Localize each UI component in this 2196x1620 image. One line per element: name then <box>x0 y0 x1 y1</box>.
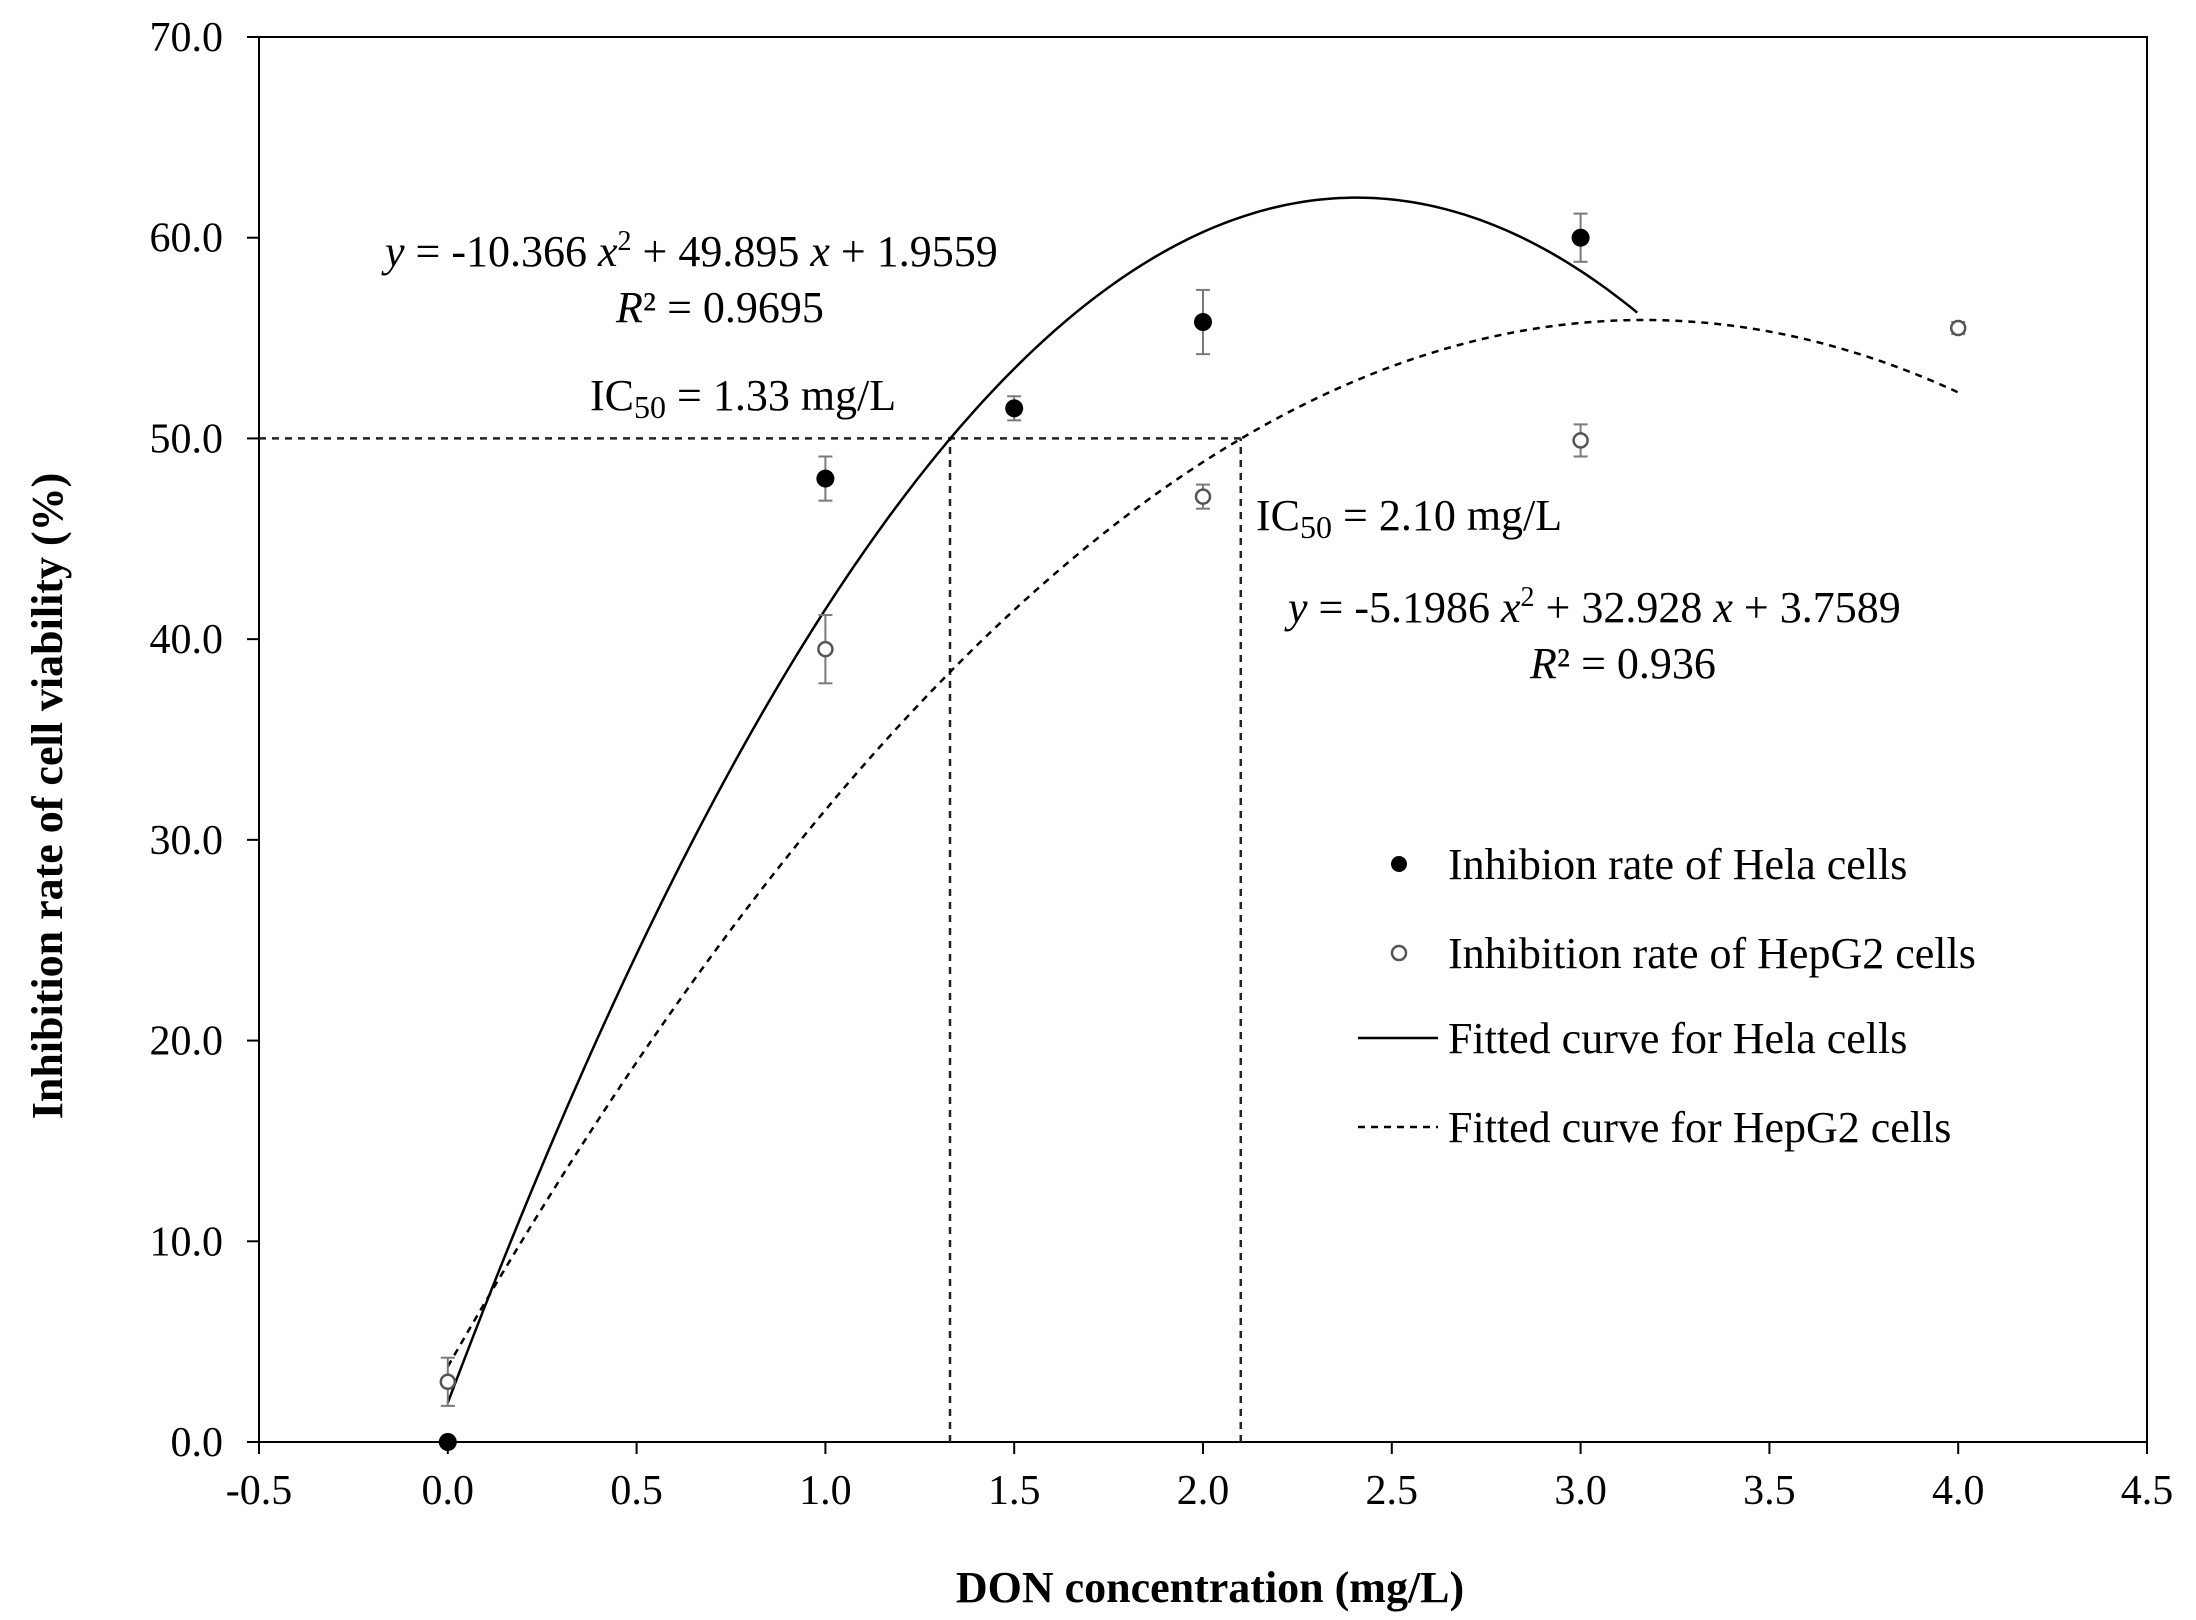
ic50-reference-lines <box>259 437 1243 1442</box>
x-tick-label: 2.0 <box>1177 1468 1230 1514</box>
x-axis-title: DON concentration (mg/L) <box>956 1563 1464 1612</box>
y-tick-label: 50.0 <box>150 416 224 462</box>
y-axis-title: Inhibition rate of cell viability (%) <box>23 473 72 1120</box>
x-tick-label: 1.0 <box>799 1468 852 1514</box>
hela-r-squared: R² = 0.9695 <box>615 283 824 332</box>
x-tick-label: 4.5 <box>2121 1468 2174 1514</box>
hepg2-r-squared: R² = 0.936 <box>1529 639 1716 688</box>
fitted-curves <box>446 196 1959 1404</box>
hela-data-point <box>816 469 835 488</box>
legend-hepg2-fit-label: Fitted curve for HepG2 cells <box>1448 1103 1951 1152</box>
hepg2-data-point <box>817 640 834 658</box>
legend: Inhibion rate of Hela cells Inhibition r… <box>1358 840 1976 1152</box>
y-tick-label: 30.0 <box>150 818 224 864</box>
x-tick-label: 1.5 <box>988 1468 1041 1514</box>
y-tick-label: 0.0 <box>171 1420 224 1466</box>
hepg2-data-point <box>1572 432 1589 449</box>
legend-hela-fit-label: Fitted curve for Hela cells <box>1448 1014 1907 1063</box>
y-tick-label: 60.0 <box>150 216 224 262</box>
x-tick-label: 4.0 <box>1932 1468 1985 1514</box>
x-tick-label: 0.5 <box>610 1468 663 1514</box>
x-tick-label: 2.5 <box>1366 1468 1419 1514</box>
hepg2-fitted-curve <box>446 318 1959 1368</box>
hela-data-point <box>1571 228 1590 247</box>
legend-hepg2-label: Inhibition rate of HepG2 cells <box>1448 929 1976 978</box>
data-points <box>438 228 1967 1451</box>
y-tick-label: 40.0 <box>150 617 224 663</box>
hela-data-point <box>1194 313 1212 332</box>
legend-hela-marker <box>1391 856 1407 872</box>
x-tick-label: 3.5 <box>1743 1468 1796 1514</box>
axis-ticks: -0.5 0.0 0.5 1.0 1.5 2.0 2.5 3.0 3.5 4.0 4.50.010.… <box>150 15 2174 1514</box>
legend-hela-label: Inhibion rate of Hela cells <box>1448 840 1907 889</box>
hela-ic50-label: IC50 = 1.33 mg/L <box>590 371 896 425</box>
x-tick-label: 0.0 <box>422 1468 475 1514</box>
legend-hepg2-marker <box>1390 944 1408 962</box>
hepg2-ic50-label: IC50 = 2.10 mg/L <box>1256 491 1562 545</box>
y-tick-label: 20.0 <box>150 1019 224 1065</box>
hela-data-point <box>1005 399 1024 418</box>
hepg2-data-point <box>1194 488 1212 505</box>
hepg2-data-point <box>439 1373 457 1391</box>
hela-equation: y = -10.366 x2 + 49.895 x + 1.9559 <box>381 226 998 276</box>
hepg2-equation: y = -5.1986 x2 + 32.928 x + 3.7589 <box>1284 582 1901 632</box>
x-tick-label: -0.5 <box>226 1468 293 1514</box>
x-tick-label: 3.0 <box>1554 1468 1607 1514</box>
y-tick-label: 10.0 <box>150 1219 224 1265</box>
hela-fitted-curve <box>446 196 1639 1404</box>
hepg2-data-point <box>1949 319 1967 337</box>
y-tick-label: 70.0 <box>150 15 224 61</box>
